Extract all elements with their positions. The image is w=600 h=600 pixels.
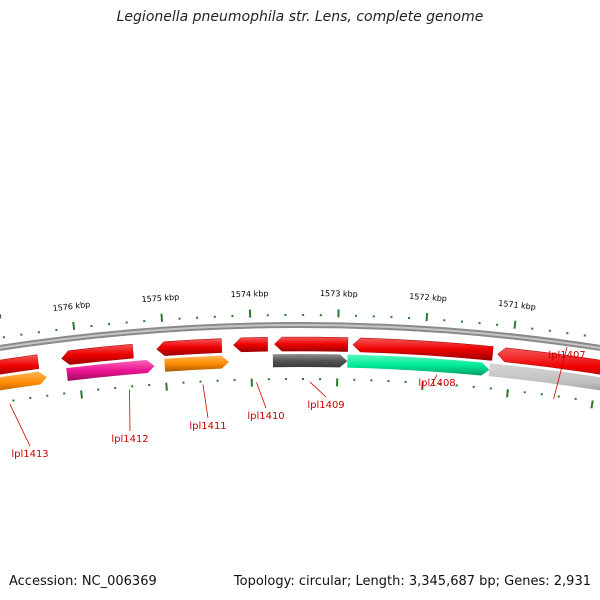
inner-major-tick xyxy=(506,389,509,398)
inner-major-tick xyxy=(80,390,83,399)
cds-feature xyxy=(233,337,268,353)
gene-label-lpl1408: lpl1408 xyxy=(418,378,455,389)
label-leader-line xyxy=(309,381,327,398)
cds-feature xyxy=(274,336,349,352)
scale-label: 1574 kbp xyxy=(231,289,269,299)
gene-label-lpl1413: lpl1413 xyxy=(11,449,48,460)
label-leader-line xyxy=(430,374,438,387)
gene-labels: lpl1413 lpl1412 lpl1411 lpl1410 lpl1409 lpl14… xyxy=(9,346,586,460)
inner-major-tick xyxy=(165,382,168,391)
gene-label-lpl1410: lpl1410 xyxy=(247,411,284,422)
scale-label: 1573 kbp xyxy=(320,289,358,299)
scale-label: 1576 kbp xyxy=(52,300,90,313)
scale-label: 1572 kbp xyxy=(409,292,447,303)
major-tick xyxy=(425,312,429,322)
accession-text: Accession: NC_006369 xyxy=(9,574,157,589)
gene-feature-lpl1412 xyxy=(66,360,155,382)
scale-label: 1571 kbp xyxy=(498,299,536,312)
major-tick xyxy=(160,313,164,322)
label-leader-line xyxy=(256,382,267,409)
gene-feature-lpl1413 xyxy=(0,371,47,391)
gene-label-lpl1412: lpl1412 xyxy=(111,434,148,445)
gene-label-lpl1407: lpl1407 xyxy=(548,350,585,361)
cds-feature xyxy=(497,347,600,375)
page-title: Legionella pneumophila str. Lens, comple… xyxy=(116,9,484,25)
gene-label-lpl1411: lpl1411 xyxy=(189,421,226,432)
label-leader-line xyxy=(9,403,31,447)
major-tick xyxy=(513,320,517,329)
cds-feature xyxy=(61,343,134,365)
backbone-highlight xyxy=(0,324,600,349)
inner-major-tick xyxy=(421,381,424,390)
scale-label: 1577 kbp xyxy=(0,311,2,326)
genome-summary-text: Topology: circular; Length: 3,345,687 bp… xyxy=(233,574,591,589)
cds-feature xyxy=(0,354,40,375)
gene-feature-lpl1409 xyxy=(272,354,348,368)
cds-track xyxy=(0,336,600,375)
scale-ticks: 1577 kbp 1576 kbp 1575 kbp 1574 kbp 1573 kbp… xyxy=(0,289,594,409)
gene-label-lpl1409: lpl1409 xyxy=(307,400,344,411)
label-leader-line xyxy=(202,384,209,419)
gene-feature-lpl1411 xyxy=(164,355,229,372)
inner-major-tick xyxy=(590,400,594,409)
label-leader-line xyxy=(553,346,568,399)
backbone-ring xyxy=(0,322,600,351)
gene-track xyxy=(0,354,600,391)
cds-feature xyxy=(156,338,223,356)
major-tick xyxy=(72,321,76,331)
gene-feature-lpl1407 xyxy=(488,363,600,391)
gene-feature-lpl1408 xyxy=(347,354,490,376)
cds-feature xyxy=(352,337,494,361)
scale-label: 1575 kbp xyxy=(141,293,179,305)
